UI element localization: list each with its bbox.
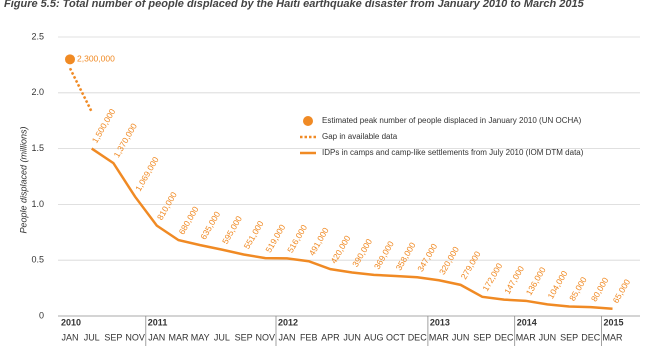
x-tick-label: NOV	[125, 332, 145, 342]
y-tick-label: 1.5	[31, 143, 44, 153]
value-label: 80,000	[589, 275, 611, 303]
x-tick-label: MAY	[191, 332, 210, 342]
legend-marker	[303, 116, 313, 126]
x-tick-label: FEB	[300, 332, 318, 342]
x-tick-label: DEC	[581, 332, 601, 342]
data-line	[91, 147, 613, 310]
y-tick-label: 0	[39, 310, 44, 320]
value-label: 390,000	[350, 237, 374, 269]
legend-label: IDPs in camps and camp-like settlements …	[322, 148, 584, 157]
x-tick-label: SEP	[235, 332, 253, 342]
x-tick-label: DEC	[408, 332, 428, 342]
value-label: 635,000	[198, 209, 222, 241]
x-tick-label: JUN	[539, 332, 557, 342]
value-label: 136,000	[524, 265, 548, 297]
x-tick-label: JUL	[84, 332, 100, 342]
gap-line	[68, 67, 93, 113]
x-tick-label: NOV	[256, 332, 276, 342]
x-tick-label: MAR	[169, 332, 190, 342]
value-label: 85,000	[567, 275, 589, 303]
value-label: 147,000	[502, 264, 526, 296]
value-label: 2,300,000	[77, 54, 115, 64]
y-tick-label: 0.5	[31, 255, 44, 265]
chart-title: Figure 5.5: Total number of people displ…	[4, 0, 585, 10]
y-tick-label: 2.0	[31, 87, 44, 97]
x-tick-label: APR	[321, 332, 340, 342]
x-tick-label: AUG	[364, 332, 384, 342]
value-label: 491,000	[307, 225, 331, 257]
value-label: 519,000	[263, 222, 287, 254]
x-tick-label: SEP	[560, 332, 578, 342]
legend-label: Gap in available data	[322, 132, 398, 141]
peak-marker	[65, 54, 75, 65]
value-label: 1,500,000	[90, 107, 118, 145]
x-tick-label: OCT	[386, 332, 406, 342]
value-label: 1,069,000	[133, 155, 161, 193]
value-label: 595,000	[220, 214, 244, 246]
x-tick-label: MAR	[429, 332, 450, 342]
x-tick-label: JAN	[148, 332, 165, 342]
year-label: 2014	[517, 317, 537, 327]
year-label: 2010	[61, 317, 81, 327]
x-tick-label: JUN	[452, 332, 470, 342]
value-label: 810,000	[155, 190, 179, 222]
value-label: 369,000	[372, 239, 396, 271]
year-label: 2012	[278, 317, 298, 327]
y-tick-label: 1.0	[31, 199, 44, 209]
value-label: 65,000	[611, 277, 633, 305]
value-label: 279,000	[459, 249, 483, 281]
x-tick-label: MAR	[603, 332, 624, 342]
x-tick-label: MAR	[516, 332, 537, 342]
x-tick-label: JUN	[343, 332, 361, 342]
x-tick-label: SEP	[104, 332, 122, 342]
value-label: 680,000	[177, 204, 201, 236]
value-label: 551,000	[242, 219, 266, 251]
y-axis-label: People displaced (millions)	[18, 126, 28, 233]
y-tick-label: 2.5	[31, 31, 44, 41]
value-label: 358,000	[394, 240, 418, 272]
year-label: 2013	[430, 317, 450, 327]
legend-label: Estimated peak number of people displace…	[322, 116, 582, 125]
x-tick-label: JAN	[61, 332, 78, 342]
value-label: 516,000	[285, 223, 309, 255]
value-label: 104,000	[545, 269, 569, 301]
x-tick-label: SEP	[473, 332, 491, 342]
x-tick-label: JUL	[214, 332, 230, 342]
value-label: 347,000	[415, 242, 439, 274]
year-label: 2011	[148, 317, 168, 327]
value-label: 172,000	[480, 261, 504, 293]
year-label: 2015	[604, 317, 624, 327]
x-tick-label: JAN	[278, 332, 295, 342]
x-tick-label: DEC	[494, 332, 514, 342]
value-label: 1,370,000	[111, 121, 139, 159]
